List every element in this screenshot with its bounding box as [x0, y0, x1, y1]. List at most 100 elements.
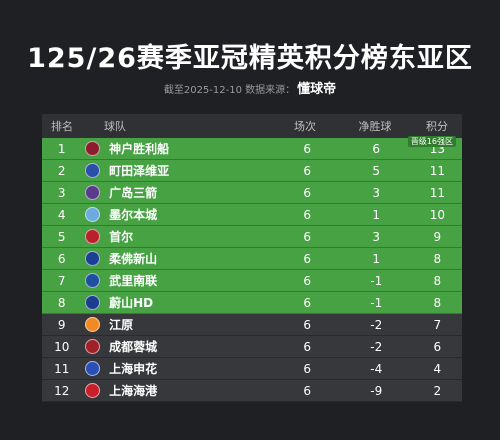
rank-cell: 8 — [57, 295, 66, 310]
logo-cell — [81, 229, 103, 244]
team-name: 首尔 — [109, 230, 134, 244]
points-cell: 6 — [433, 339, 442, 354]
rank-cell: 2 — [57, 163, 66, 178]
shanghai-port-crest-icon — [84, 383, 100, 398]
table-header: 排名 球队 场次 净胜球 积分 — [42, 114, 462, 138]
rank-cell: 11 — [54, 361, 70, 376]
played-cell: 6 — [303, 361, 312, 376]
goal-difference-cell: 1 — [372, 207, 381, 222]
rank-cell: 3 — [57, 185, 66, 200]
table-row[interactable]: 7 武里南联 6 -1 8 — [42, 270, 462, 292]
logo-cell — [81, 273, 103, 288]
machida-zelvia-crest-icon — [84, 163, 100, 178]
header-rank: 排名 — [51, 120, 73, 133]
rank-cell: 6 — [57, 251, 66, 266]
logo-cell — [81, 317, 103, 332]
table-row[interactable]: 4 墨尔本城 6 1 10 — [42, 204, 462, 226]
logo-cell — [81, 207, 103, 222]
team-name: 上海申花 — [109, 362, 158, 376]
shanghai-shenhua-crest-icon — [84, 361, 100, 376]
played-cell: 6 — [303, 295, 312, 310]
points-cell: 7 — [433, 317, 442, 332]
team-name: 广岛三箭 — [109, 186, 158, 200]
played-cell: 6 — [303, 339, 312, 354]
source-brand: 懂球帝 — [297, 82, 337, 97]
buriram-united-crest-icon — [84, 273, 100, 288]
team-name: 江原 — [109, 318, 134, 332]
team-name: 墨尔本城 — [109, 208, 158, 222]
rank-cell: 1 — [57, 141, 66, 156]
team-name: 柔佛新山 — [109, 252, 158, 266]
table-row[interactable]: 3 广岛三箭 6 3 11 — [42, 182, 462, 204]
played-cell: 6 — [303, 251, 312, 266]
logo-cell — [81, 141, 103, 156]
team-name: 蔚山HD — [109, 296, 154, 310]
rank-cell: 9 — [57, 317, 66, 332]
page-title: 125/26赛季亚冠精英积分榜东亚区 — [27, 43, 473, 74]
qualification-label: 晋级16强区 — [407, 136, 456, 147]
vissel-kobe-crest-icon — [84, 141, 100, 156]
ulsan-hd-crest-icon — [84, 295, 100, 310]
rank-cell: 10 — [54, 339, 70, 354]
goal-difference-cell: -4 — [370, 361, 383, 376]
team-name: 神户胜利船 — [109, 142, 170, 156]
points-cell: 8 — [433, 251, 442, 266]
johor-darul-tazim-crest-icon — [84, 251, 100, 266]
table-row[interactable]: 5 首尔 6 3 9 — [42, 226, 462, 248]
played-cell: 6 — [303, 163, 312, 178]
update-date-text: 截至2025-12-10 数据来源： — [163, 85, 296, 96]
played-cell: 6 — [303, 383, 312, 398]
goal-difference-cell: -2 — [370, 339, 383, 354]
table-row[interactable]: 10 成都蓉城 6 -2 6 — [42, 336, 462, 358]
fc-seoul-crest-icon — [84, 229, 100, 244]
header-goal-difference: 净胜球 — [358, 120, 392, 133]
logo-cell — [81, 383, 103, 398]
goal-difference-cell: 5 — [372, 163, 381, 178]
team-name: 上海海港 — [109, 384, 158, 398]
team-name: 町田泽维亚 — [109, 164, 170, 178]
played-cell: 6 — [303, 273, 312, 288]
goal-difference-cell: 1 — [372, 251, 381, 266]
table-row[interactable]: 12 上海海港 6 -9 2 — [42, 380, 462, 402]
header-team: 球队 — [104, 120, 126, 133]
goal-difference-cell: -1 — [370, 273, 383, 288]
logo-cell — [81, 295, 103, 310]
melbourne-city-crest-icon — [84, 207, 100, 222]
gangwon-fc-crest-icon — [84, 317, 100, 332]
table-row[interactable]: 8 蔚山HD 6 -1 8 — [42, 292, 462, 314]
header-played: 场次 — [294, 120, 316, 133]
goal-difference-cell: -2 — [370, 317, 383, 332]
goal-difference-cell: 3 — [372, 185, 381, 200]
team-name: 成都蓉城 — [109, 340, 158, 354]
points-cell: 4 — [433, 361, 442, 376]
points-cell: 9 — [433, 229, 442, 244]
table-body: 1 神户胜利船 6 6 1 3 晋级16强区 2 町田泽维亚 6 5 11 3 广岛三箭 6 3 11 4 墨尔本城… — [42, 136, 462, 402]
table-row[interactable]: 11 上海申花 6 -4 4 — [42, 358, 462, 380]
header-points: 积分 — [426, 120, 448, 133]
logo-cell — [81, 185, 103, 200]
points-cell: 11 — [429, 163, 445, 178]
sanfrecce-hiroshima-crest-icon — [84, 185, 100, 200]
table-row[interactable]: 1 神户胜利船 6 6 13 晋级16强区 — [42, 136, 462, 160]
rank-cell: 5 — [57, 229, 66, 244]
rank-cell: 4 — [57, 207, 66, 222]
goal-difference-cell: 3 — [372, 229, 381, 244]
goal-difference-cell: 6 — [372, 141, 381, 156]
logo-cell — [81, 361, 103, 376]
rank-cell: 12 — [54, 383, 70, 398]
logo-cell — [81, 339, 103, 354]
points-cell: 11 — [429, 185, 445, 200]
played-cell: 6 — [303, 207, 312, 222]
played-cell: 6 — [303, 141, 312, 156]
team-name: 武里南联 — [109, 274, 158, 288]
table-row[interactable]: 2 町田泽维亚 6 5 11 — [42, 160, 462, 182]
points-cell: 2 — [433, 383, 442, 398]
points-cell: 8 — [433, 295, 442, 310]
played-cell: 6 — [303, 317, 312, 332]
table-row[interactable]: 6 柔佛新山 6 1 8 — [42, 248, 462, 270]
table-row[interactable]: 9 江原 6 -2 7 — [42, 314, 462, 336]
points-cell: 10 — [429, 207, 445, 222]
goal-difference-cell: -1 — [370, 295, 383, 310]
played-cell: 6 — [303, 185, 312, 200]
standings-table: 排名 球队 场次 净胜球 积分 1 神户胜利船 6 6 1 3 晋级16强区 2 町田泽维亚 6 5… — [42, 114, 462, 402]
